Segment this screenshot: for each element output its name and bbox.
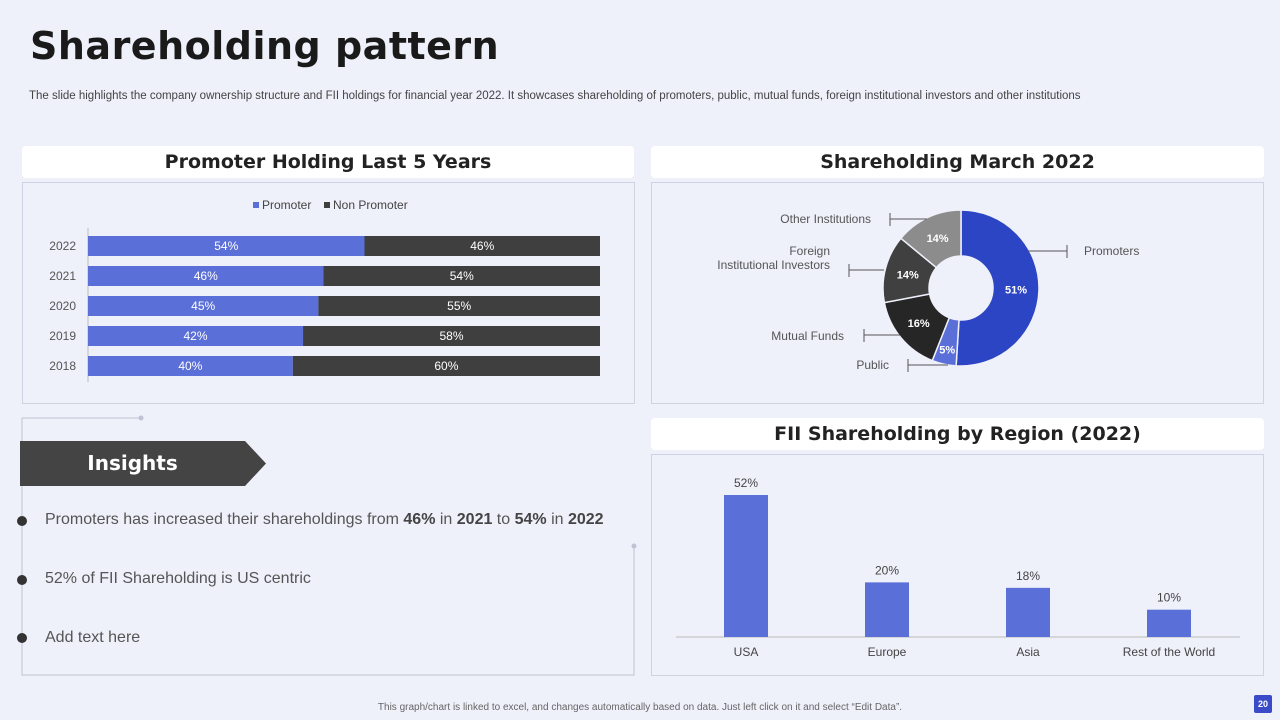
data-label: 58%	[440, 329, 464, 343]
page-number: 20	[1254, 695, 1272, 713]
shareholding-chart-panel: 51% 5% 16% 14% 14% Promoters Public Mutual Fund…	[651, 182, 1264, 404]
bar-europe	[865, 582, 909, 637]
legend-swatch-promoter	[253, 202, 259, 208]
legend-label: Promoter	[262, 198, 311, 212]
legend-swatch-non-promoter	[324, 202, 330, 208]
bar-promoter-2018	[88, 356, 293, 376]
bar-promoter-2020	[88, 296, 319, 316]
callout-label: Other Institutions	[780, 212, 871, 226]
slice-value-label: 51%	[1005, 285, 1027, 297]
bar-asia	[1006, 587, 1050, 637]
tick-label-2020: 2020	[49, 299, 76, 313]
bullet-dot	[17, 516, 27, 526]
insights-tag: Insights	[20, 441, 266, 486]
data-label: 54%	[214, 239, 238, 253]
bar-non-promoter-2022	[364, 236, 600, 256]
tick-label-asia: Asia	[1016, 645, 1040, 659]
bullet-dot	[17, 575, 27, 585]
footer-note: This graph/chart is linked to excel, and…	[377, 702, 903, 713]
callout-label: Mutual Funds	[771, 329, 844, 343]
page-subtitle: The slide highlights the company ownersh…	[29, 90, 1081, 102]
data-label: 60%	[434, 359, 458, 373]
data-label: 52%	[734, 476, 758, 490]
tick-label-2018: 2018	[49, 359, 76, 373]
tick-label-europe: Europe	[868, 645, 907, 659]
page-title: Shareholding pattern	[30, 24, 500, 68]
tick-label-2019: 2019	[49, 329, 76, 343]
slice-value-label: 14%	[927, 233, 949, 245]
data-label: 40%	[178, 359, 202, 373]
fii-chart-header: FII Shareholding by Region (2022)	[651, 418, 1264, 450]
bar-non-promoter-2021	[323, 266, 600, 286]
callout-label: Promoters	[1084, 244, 1139, 258]
data-label: 42%	[184, 329, 208, 343]
fii-chart-panel: 52% USA 20% Europe 18% Asia 10% Rest of the Wor…	[651, 454, 1264, 676]
bar-promoter-2022	[88, 236, 365, 256]
tick-label-2021: 2021	[49, 269, 76, 283]
data-label: 54%	[450, 269, 474, 283]
fii-region-chart[interactable]: 52% USA 20% Europe 18% Asia 10% Rest of the Wor…	[652, 455, 1263, 675]
promoter-chart-header: Promoter Holding Last 5 Years	[22, 146, 634, 178]
promoter-holding-chart[interactable]: Promoter Non Promoter 2022 54% 46% 2021 46% 54%…	[23, 183, 634, 403]
data-label: 20%	[875, 563, 899, 577]
tick-label-2022: 2022	[49, 239, 76, 253]
insights-heading: Insights	[87, 451, 178, 475]
callout-label: Public	[856, 358, 889, 372]
bar-non-promoter-2018	[292, 356, 600, 376]
promoter-chart-panel: Promoter Non Promoter 2022 54% 46% 2021 46% 54%…	[22, 182, 635, 404]
data-label: 55%	[447, 299, 471, 313]
slice-value-label: 14%	[897, 269, 919, 281]
bar-promoter-2019	[88, 326, 304, 346]
tick-label-usa: USA	[734, 645, 759, 659]
callout-label: Foreign	[789, 244, 830, 258]
insight-item-3[interactable]: Add text here	[45, 629, 141, 646]
bullet-dot	[17, 633, 27, 643]
data-label: 18%	[1016, 569, 1040, 583]
bar-rest-of-the-world	[1147, 609, 1191, 637]
data-label: 10%	[1157, 591, 1181, 605]
bar-non-promoter-2019	[303, 326, 600, 346]
bar-non-promoter-2020	[318, 296, 600, 316]
data-label: 46%	[470, 239, 494, 253]
tick-label-rest-of-the-world: Rest of the World	[1123, 645, 1215, 659]
slice-value-label: 5%	[939, 344, 955, 356]
shareholding-donut-chart[interactable]: 51% 5% 16% 14% 14% Promoters Public Mutual Fund…	[652, 183, 1263, 403]
bar-promoter-2021	[88, 266, 324, 286]
insight-item-2: 52% of FII Shareholding is US centric	[45, 570, 311, 587]
data-label: 45%	[191, 299, 215, 313]
insight-item-1: Promoters has increased their shareholdi…	[45, 511, 604, 528]
shareholding-chart-header: Shareholding March 2022	[651, 146, 1264, 178]
slice-value-label: 16%	[908, 318, 930, 330]
slice-promoters	[955, 209, 1040, 367]
data-label: 46%	[194, 269, 218, 283]
slice-other-institutions	[899, 209, 962, 269]
bar-usa	[724, 495, 768, 637]
callout-label: Institutional Investors	[717, 258, 830, 272]
legend-label: Non Promoter	[333, 198, 408, 212]
